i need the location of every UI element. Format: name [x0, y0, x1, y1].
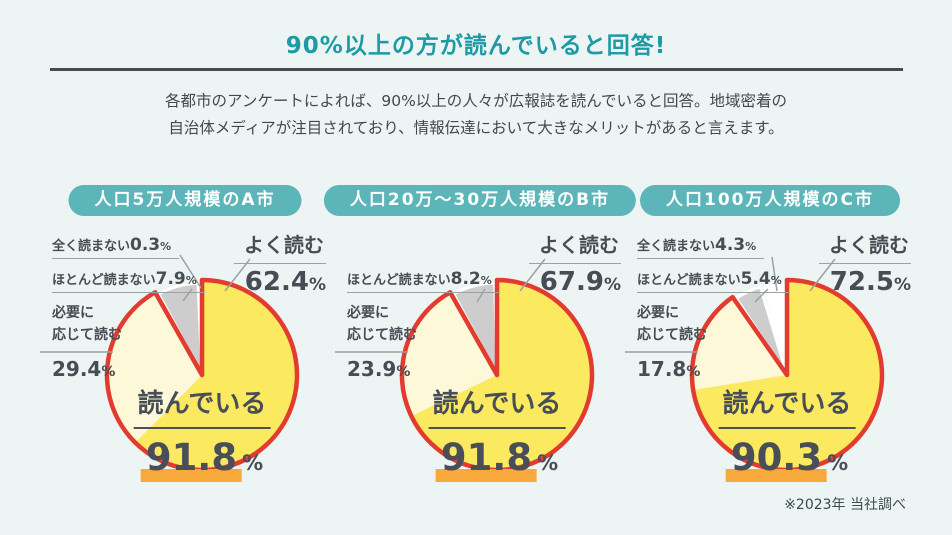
- label-never-read: 全く読まない4.3%: [637, 235, 765, 259]
- value-read-as-needed: 23.9%: [347, 357, 411, 381]
- source-footnote: ※2023年 当社調べ: [784, 497, 906, 513]
- reading-total: 91.8%: [429, 436, 566, 482]
- pie-chart-city-a: 人口5万人規模のA市 全く読まない0.3% ほとんど読まない7.9% 必要に 応…: [40, 185, 330, 520]
- label-read-as-needed: 必要に 応じて読む: [52, 305, 122, 343]
- center-total-label: 読んでいる 90.3%: [718, 383, 856, 482]
- label-read-as-needed: 必要に 応じて読む: [347, 305, 417, 343]
- value-read-often: 72.5%: [829, 267, 911, 297]
- center-total-label: 読んでいる 91.8%: [133, 383, 271, 482]
- reading-label: 読んでいる: [718, 383, 856, 429]
- pie-chart-c-svg: [625, 256, 885, 473]
- page-title: 90%以上の方が読んでいると回答!: [285, 33, 667, 59]
- label-rarely-read: ほとんど読まない5.4%: [637, 269, 790, 293]
- label-rarely-read: ほとんど読まない7.9%: [52, 269, 205, 293]
- value-read-often: 67.9%: [539, 267, 621, 297]
- value-read-often: 62.4%: [244, 267, 326, 297]
- chart-b-header-pill: 人口20万〜30万人規模のB市: [323, 185, 637, 216]
- reading-label: 読んでいる: [133, 383, 271, 429]
- label-rarely-read: ほとんど読まない8.2%: [347, 269, 500, 293]
- value-read-as-needed: 29.4%: [52, 357, 116, 381]
- center-total-label: 読んでいる 91.8%: [428, 383, 566, 482]
- label-never-read: 全く読まない0.3%: [52, 235, 180, 259]
- pie-chart-city-c: 人口100万人規模のC市 全く読まない4.3% ほとんど読まない5.4% 必要に…: [625, 185, 915, 520]
- chart-c-header-pill: 人口100万人規模のC市: [640, 185, 900, 216]
- pie-chart-b-svg: [335, 258, 595, 473]
- reading-total: 91.8%: [134, 436, 271, 482]
- label-read-as-needed: 必要に 応じて読む: [637, 305, 707, 343]
- description-line-2: 自治体メディアが注目されており、情報伝達において大きなメリットがあると言えます。: [168, 119, 784, 137]
- pie-chart-city-b: 人口20万〜30万人規模のB市 ほとんど読まない8.2% 必要に 応じて読む 2…: [323, 185, 637, 520]
- description: 各都市のアンケートによれば、90%以上の人々が広報誌を読んでいると回答。地域密着…: [0, 88, 952, 142]
- label-read-often: よく読む 72.5%: [819, 229, 911, 297]
- reading-total: 90.3%: [719, 436, 856, 482]
- label-read-often: よく読む 62.4%: [234, 229, 326, 297]
- description-line-1: 各都市のアンケートによれば、90%以上の人々が広報誌を読んでいると回答。地域密着…: [164, 92, 788, 110]
- reading-label: 読んでいる: [428, 383, 566, 429]
- label-read-often: よく読む 67.9%: [529, 229, 621, 297]
- chart-a-header-pill: 人口5万人規模のA市: [68, 185, 302, 216]
- title-divider: [50, 68, 903, 71]
- value-read-as-needed: 17.8%: [637, 357, 701, 381]
